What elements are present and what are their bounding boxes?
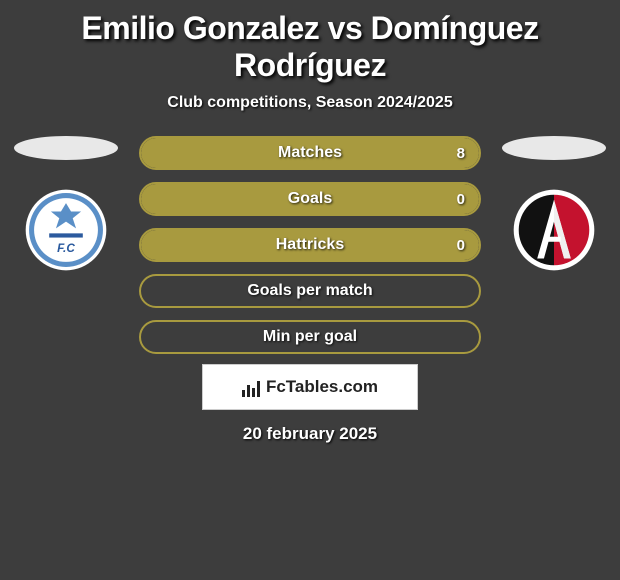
stat-label: Matches [278, 144, 342, 162]
comparison-card: Emilio Gonzalez vs Domínguez Rodríguez C… [0, 0, 620, 444]
club-right-logo [504, 188, 604, 272]
player-left-col: F.C [11, 136, 121, 272]
stat-value-right: 0 [457, 237, 465, 254]
date-label: 20 february 2025 [0, 424, 620, 444]
stat-label: Goals per match [247, 282, 372, 300]
stats-column: Matches 8 Goals 0 Hattricks 0 Goals per match M… [139, 136, 481, 354]
stat-bar: Min per goal [139, 320, 481, 354]
stat-bar: Hattricks 0 [139, 228, 481, 262]
stat-label: Goals [288, 190, 332, 208]
subtitle: Club competitions, Season 2024/2025 [0, 94, 620, 112]
brand-box[interactable]: FcTables.com [202, 364, 418, 410]
page-title: Emilio Gonzalez vs Domínguez Rodríguez [0, 4, 620, 88]
svg-text:F.C: F.C [57, 242, 75, 255]
main-row: F.C Matches 8 Goals 0 Hattricks 0 Goals per ma… [0, 136, 620, 354]
stat-bar: Goals 0 [139, 182, 481, 216]
stat-bar: Matches 8 [139, 136, 481, 170]
stat-value-right: 0 [457, 191, 465, 208]
stat-bar: Goals per match [139, 274, 481, 308]
player-right-avatar [502, 136, 606, 160]
stat-value-right: 8 [457, 145, 465, 162]
club-left-logo: F.C [16, 188, 116, 272]
player-right-col [499, 136, 609, 272]
brand-text: FcTables.com [266, 377, 378, 397]
player-left-avatar [14, 136, 118, 160]
stat-label: Hattricks [276, 236, 344, 254]
chart-icon [242, 377, 262, 397]
stat-label: Min per goal [263, 328, 357, 346]
